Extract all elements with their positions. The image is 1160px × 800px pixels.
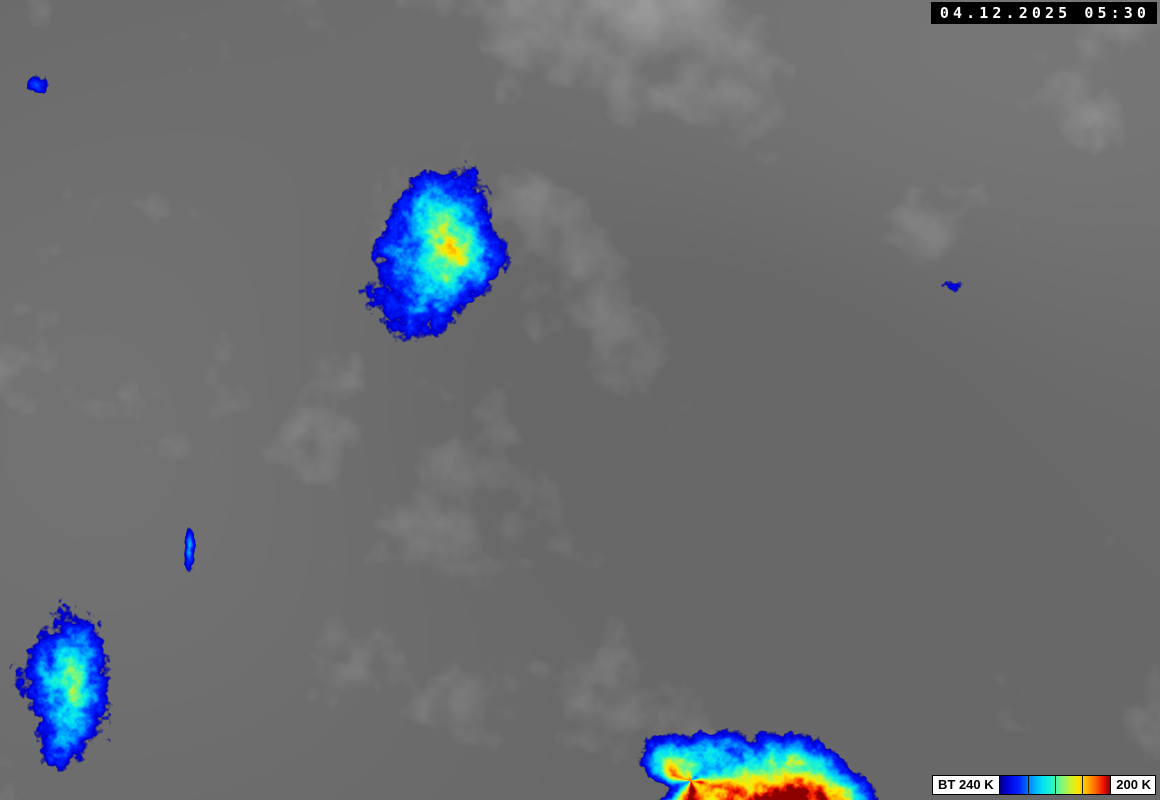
legend-min-label: BT 240 K — [933, 776, 999, 794]
colorbar-tick-1 — [1028, 776, 1030, 794]
colorbar-tick-3 — [1081, 776, 1083, 794]
colorbar-tick-2 — [1054, 776, 1056, 794]
timestamp-overlay: 04.12.2025 05:30 — [930, 2, 1157, 24]
legend-max-label: 200 K — [1111, 776, 1155, 794]
colorbar-gradient — [998, 776, 1112, 794]
brightness-temperature-colorbar-legend: BT 240 K 200 K — [932, 775, 1156, 795]
